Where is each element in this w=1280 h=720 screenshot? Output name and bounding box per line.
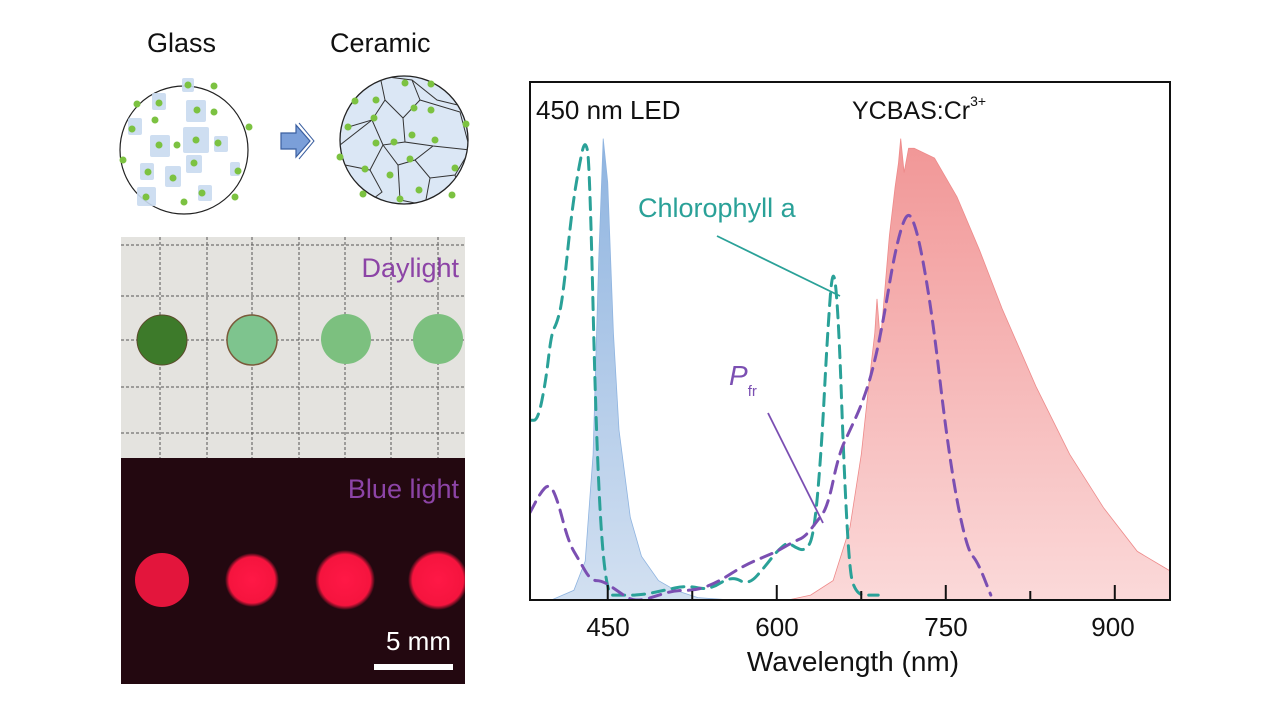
x-tick-label: 900 [1091, 612, 1135, 642]
x-tick-label: 750 [924, 612, 968, 642]
x-axis-label: Wavelength (nm) [746, 646, 960, 677]
glowing-disk-2 [225, 553, 279, 607]
x-tick-label: 450 [586, 612, 630, 642]
sample-disk-4 [413, 314, 463, 364]
glass-circle [119, 78, 253, 215]
sample-disk-3 [321, 314, 371, 364]
right-arrow-icon [280, 122, 315, 160]
daylight-photo-graphic [121, 237, 465, 458]
sample-disk-2 [226, 314, 278, 366]
bluelight-photo-graphic [135, 550, 465, 610]
pfr-annotation: Pfr [729, 360, 757, 400]
bluelight-label: Blue light [347, 474, 459, 504]
ycbas-annotation-sup: 3+ [970, 93, 987, 109]
scale-bar-label: 5 mm [386, 626, 451, 656]
led-annotation: 450 nm LED [536, 95, 681, 125]
daylight-label: Daylight [361, 253, 459, 283]
chlorophyll-leader-line [716, 235, 841, 297]
ycbas-annotation: YCBAS:Cr3+ [852, 93, 986, 126]
ycbas-spectrum-area [787, 138, 1170, 600]
pfr-annotation-main: P [729, 360, 748, 391]
glowing-disk-3 [315, 550, 375, 610]
pfr-annotation-sub: fr [747, 382, 757, 400]
sample-disk-1 [136, 314, 188, 366]
pfr-leader-line [767, 412, 824, 524]
x-tick-label: 600 [755, 612, 799, 642]
schematic-diagram [119, 75, 470, 215]
ceramic-title: Ceramic [330, 28, 431, 58]
chlorophyll-annotation: Chlorophyll a [638, 193, 796, 223]
glowing-disk-1 [135, 553, 189, 607]
daylight-photo: Daylight [121, 237, 465, 458]
ceramic-circle [336, 75, 470, 205]
ycbas-annotation-main: YCBAS:Cr [852, 97, 971, 125]
scale-bar [374, 664, 453, 670]
pfr-absorption-line [530, 213, 993, 600]
chlorophyll-absorption-line [530, 143, 880, 597]
glowing-disk-4 [408, 550, 465, 610]
bluelight-photo: Blue light 5 mm [121, 458, 465, 684]
glass-title: Glass [147, 28, 217, 58]
plot-frame [529, 81, 1171, 601]
